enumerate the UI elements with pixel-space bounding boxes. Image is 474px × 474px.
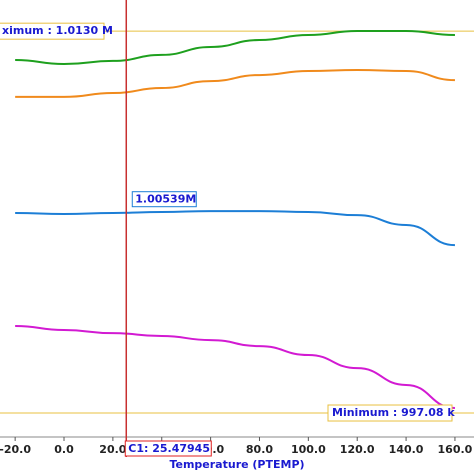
x-tick-label: 160.0 [438,443,473,456]
x-tick-label: 80.0 [246,443,273,456]
series-line [15,324,455,409]
x-tick-label: 100.0 [291,443,326,456]
minimum-label: Minimum : 997.08 k [332,406,455,419]
cursor-label-box [124,440,212,457]
maximum-label: ximum : 1.0130 M [2,24,113,37]
series-line [15,29,455,66]
series-line [15,69,455,98]
cursor-label: C1: 25.47945 [128,442,210,455]
maximum-box [0,22,105,40]
x-tick-label: 120.0 [340,443,375,456]
x-tick-label: 0.0 [54,443,74,456]
readout-label: 1.00539M [135,193,196,206]
x-axis-title: Temperature (PTEMP) [169,458,304,471]
x-tick-label: -20.0 [0,443,31,456]
x-tick-label: 140.0 [389,443,424,456]
readout-box [131,191,197,208]
minimum-box [327,404,453,422]
series-line [15,210,455,247]
plot-area [0,29,474,414]
x-tick-label: 20.0 [99,443,126,456]
